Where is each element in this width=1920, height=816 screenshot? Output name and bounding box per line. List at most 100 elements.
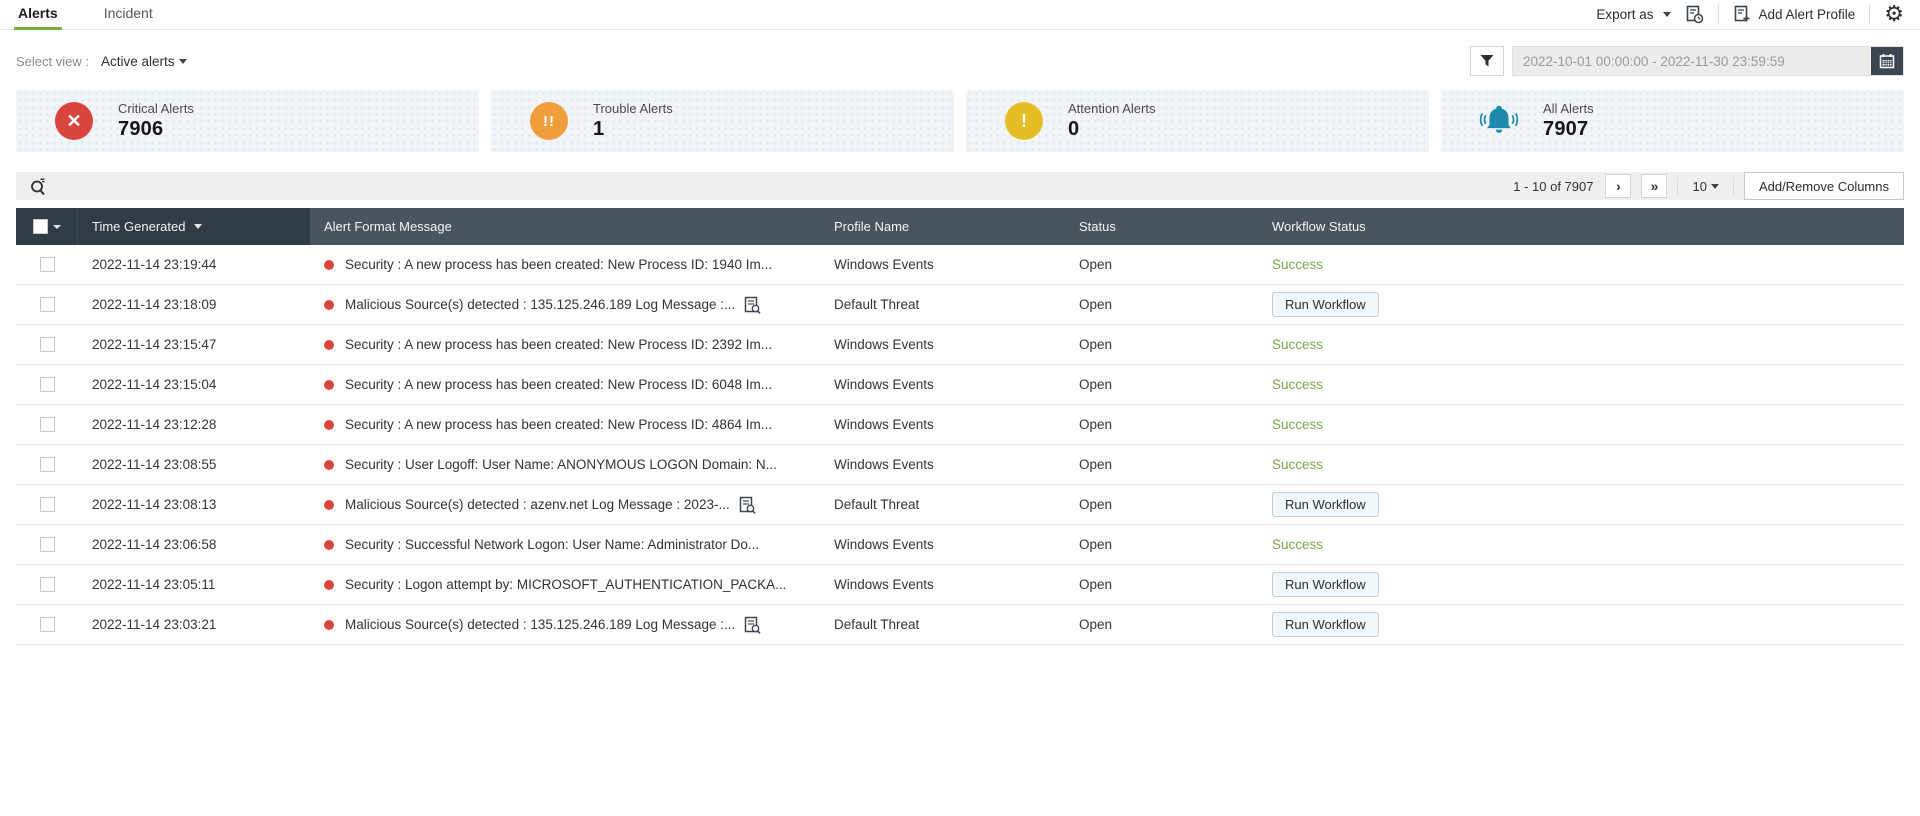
row-checkbox[interactable] — [39, 497, 55, 512]
alert-message-text[interactable]: Security : User Logoff: User Name: ANONY… — [345, 457, 777, 472]
row-checkbox[interactable] — [39, 257, 55, 272]
table-header-row: Time Generated Alert Format Message Prof… — [16, 208, 1904, 245]
table-row[interactable]: 2022-11-14 23:19:44 Security : A new pro… — [16, 245, 1904, 285]
row-checkbox[interactable] — [39, 617, 55, 632]
page-size-dropdown[interactable]: 10 — [1688, 179, 1722, 194]
severity-dot-icon — [324, 379, 334, 390]
tab-alerts[interactable]: Alerts — [14, 0, 62, 30]
row-checkbox-cell — [16, 537, 78, 552]
table-row[interactable]: 2022-11-14 23:03:21 Malicious Source(s) … — [16, 605, 1904, 645]
time-generated-cell: 2022-11-14 23:12:28 — [92, 417, 217, 432]
row-checkbox[interactable] — [39, 457, 55, 472]
row-checkbox[interactable] — [39, 537, 55, 552]
row-checkbox[interactable] — [39, 417, 55, 432]
table-row[interactable]: 2022-11-14 23:12:28 Security : A new pro… — [16, 405, 1904, 445]
run-workflow-button[interactable]: Run Workflow — [1272, 572, 1379, 597]
alert-message-text[interactable]: Security : Logon attempt by: MICROSOFT_A… — [345, 577, 787, 592]
workflow-status-cell: Success — [1258, 417, 1904, 432]
table-row[interactable]: 2022-11-14 23:08:13 Malicious Source(s) … — [16, 485, 1904, 525]
run-workflow-button[interactable]: Run Workflow — [1272, 612, 1379, 637]
table-row[interactable]: 2022-11-14 23:08:55 Security : User Logo… — [16, 445, 1904, 485]
row-checkbox-cell — [16, 257, 78, 272]
export-as-button[interactable]: Export as — [1596, 7, 1672, 22]
card-value: 7906 — [118, 118, 164, 140]
workflow-status-cell: Run Workflow — [1258, 572, 1904, 597]
last-page-button[interactable]: » — [1641, 174, 1668, 198]
severity-dot-icon — [324, 579, 334, 590]
alert-message-cell: Security : Successful Network Logon: Use… — [310, 537, 820, 552]
search-logs-icon[interactable] — [28, 176, 49, 197]
alert-message-text[interactable]: Security : A new process has been create… — [345, 257, 772, 272]
time-generated-cell: 2022-11-14 23:06:58 — [92, 537, 217, 552]
time-generated-cell: 2022-11-14 23:08:55 — [92, 457, 217, 472]
row-checkbox[interactable] — [39, 297, 55, 312]
column-header-profile-name[interactable]: Profile Name — [834, 219, 910, 234]
add-alert-profile-button[interactable]: Add Alert Profile — [1733, 5, 1855, 24]
alert-message-cell: Security : User Logoff: User Name: ANONY… — [310, 457, 820, 472]
calendar-icon[interactable] — [1871, 47, 1903, 75]
table-row[interactable]: 2022-11-14 23:05:11 Security : Logon att… — [16, 565, 1904, 605]
table-row[interactable]: 2022-11-14 23:18:09 Malicious Source(s) … — [16, 285, 1904, 325]
workflow-success-link[interactable]: Success — [1272, 457, 1324, 472]
card-value: 1 — [593, 118, 605, 140]
tab-incident[interactable]: Incident — [103, 5, 153, 21]
view-dropdown[interactable]: Active alerts — [101, 54, 187, 69]
workflow-success-link[interactable]: Success — [1272, 537, 1324, 552]
row-checkbox-cell — [16, 577, 78, 592]
divider — [1869, 5, 1871, 23]
log-search-icon[interactable] — [744, 296, 761, 314]
add-alert-profile-label: Add Alert Profile — [1758, 6, 1856, 22]
status-cell: Open — [1079, 617, 1113, 632]
select-view-label: Select view : — [16, 53, 89, 69]
profile-name-cell: Windows Events — [834, 417, 934, 432]
status-cell: Open — [1079, 257, 1113, 272]
status-cell: Open — [1079, 417, 1113, 432]
column-header-status[interactable]: Status — [1079, 219, 1116, 234]
alert-message-text[interactable]: Malicious Source(s) detected : azenv.net… — [345, 497, 730, 512]
date-range-picker[interactable]: 2022-10-01 00:00:00 - 2022-11-30 23:59:5… — [1512, 46, 1904, 76]
report-clock-icon[interactable] — [1685, 5, 1704, 24]
alert-message-text[interactable]: Security : A new process has been create… — [345, 337, 772, 352]
card-label: Attention Alerts — [1068, 101, 1156, 116]
row-checkbox-cell — [16, 457, 78, 472]
summary-card-critical-alerts[interactable]: ✕ Critical Alerts 7906 — [16, 90, 479, 152]
time-generated-cell: 2022-11-14 23:19:44 — [92, 257, 217, 272]
filter-button[interactable] — [1470, 46, 1504, 76]
select-all-checkbox[interactable] — [32, 219, 48, 234]
table-row[interactable]: 2022-11-14 23:06:58 Security : Successfu… — [16, 525, 1904, 565]
alert-message-text[interactable]: Security : Successful Network Logon: Use… — [345, 537, 760, 552]
time-generated-cell: 2022-11-14 23:18:09 — [92, 297, 217, 312]
add-remove-columns-button[interactable]: Add/Remove Columns — [1743, 172, 1904, 200]
run-workflow-button[interactable]: Run Workflow — [1272, 292, 1379, 317]
workflow-success-link[interactable]: Success — [1272, 337, 1324, 352]
alert-message-text[interactable]: Malicious Source(s) detected : 135.125.2… — [345, 297, 736, 312]
profile-name-cell: Windows Events — [834, 537, 934, 552]
workflow-success-link[interactable]: Success — [1272, 257, 1324, 272]
table-row[interactable]: 2022-11-14 23:15:04 Security : A new pro… — [16, 365, 1904, 405]
next-page-button[interactable]: › — [1605, 174, 1632, 198]
alert-message-text[interactable]: Security : A new process has been create… — [345, 377, 772, 392]
gear-icon[interactable]: ⚙ — [1884, 1, 1904, 26]
workflow-status-cell: Run Workflow — [1258, 292, 1904, 317]
table-row[interactable]: 2022-11-14 23:15:47 Security : A new pro… — [16, 325, 1904, 365]
row-checkbox[interactable] — [39, 377, 55, 392]
alert-message-text[interactable]: Security : A new process has been create… — [345, 417, 772, 432]
row-checkbox-cell — [16, 297, 78, 312]
column-header-time-generated[interactable]: Time Generated — [78, 208, 310, 245]
log-search-icon[interactable] — [744, 616, 761, 634]
summary-card-attention-alerts[interactable]: ! Attention Alerts 0 — [966, 90, 1429, 152]
column-header-workflow-status[interactable]: Workflow Status — [1272, 219, 1366, 234]
log-search-icon[interactable] — [739, 496, 756, 514]
alert-message-cell: Security : Logon attempt by: MICROSOFT_A… — [310, 577, 820, 592]
summary-card-trouble-alerts[interactable]: !! Trouble Alerts 1 — [491, 90, 954, 152]
row-checkbox[interactable] — [39, 577, 55, 592]
alert-message-text[interactable]: Malicious Source(s) detected : 135.125.2… — [345, 617, 736, 632]
run-workflow-button[interactable]: Run Workflow — [1272, 492, 1379, 517]
column-header-alert-format-message[interactable]: Alert Format Message — [324, 219, 452, 234]
chevron-down-icon[interactable] — [52, 224, 61, 229]
summary-card-all-alerts[interactable]: All Alerts 7907 — [1441, 90, 1904, 152]
workflow-success-link[interactable]: Success — [1272, 417, 1324, 432]
profile-name-cell: Default Threat — [834, 497, 920, 512]
workflow-success-link[interactable]: Success — [1272, 377, 1324, 392]
row-checkbox[interactable] — [39, 337, 55, 352]
